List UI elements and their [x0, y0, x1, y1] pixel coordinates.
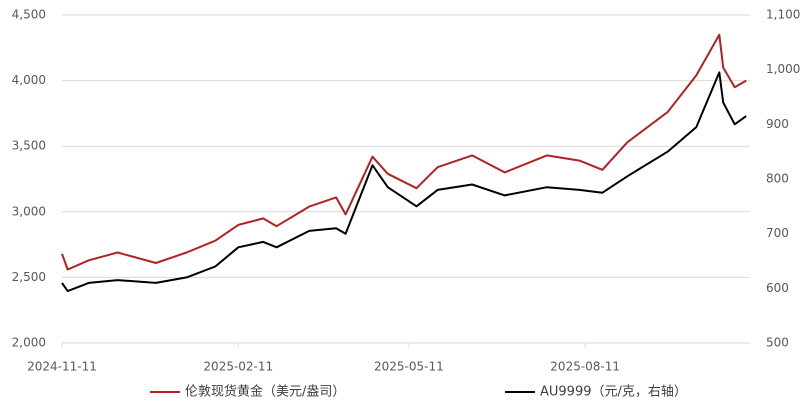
- series-line: [61, 71, 747, 293]
- y2-tick-label: 1,000: [766, 62, 800, 76]
- y2-tick-label: 800: [766, 172, 789, 186]
- y2-tick-label: 700: [766, 226, 789, 240]
- x-tick-label: 2025-08-11: [550, 360, 620, 374]
- y-tick-label: 4,500: [12, 8, 46, 22]
- x-tick-label: 2024-11-11: [27, 360, 97, 374]
- y2-tick-label: 600: [766, 281, 789, 295]
- y-tick-label: 2,000: [12, 336, 46, 350]
- y-tick-label: 2,500: [12, 270, 46, 284]
- y2-tick-label: 1,100: [766, 8, 800, 22]
- x-tick-label: 2025-05-11: [374, 360, 444, 374]
- legend: 伦敦现货黄金（美元/盎司） AU9999（元/克，右轴）: [150, 384, 687, 400]
- y-tick-label: 4,000: [12, 73, 46, 87]
- series-line: [61, 33, 747, 271]
- y2-tick-label: 500: [766, 336, 789, 350]
- y-tick-label: 3,000: [12, 204, 46, 218]
- y2-tick-label: 900: [766, 117, 789, 131]
- legend-label: AU9999（元/克，右轴）: [540, 385, 687, 400]
- y-tick-label: 3,500: [12, 139, 46, 153]
- legend-label: 伦敦现货黄金（美元/盎司）: [185, 384, 345, 400]
- x-tick-label: 2025-02-11: [203, 360, 273, 374]
